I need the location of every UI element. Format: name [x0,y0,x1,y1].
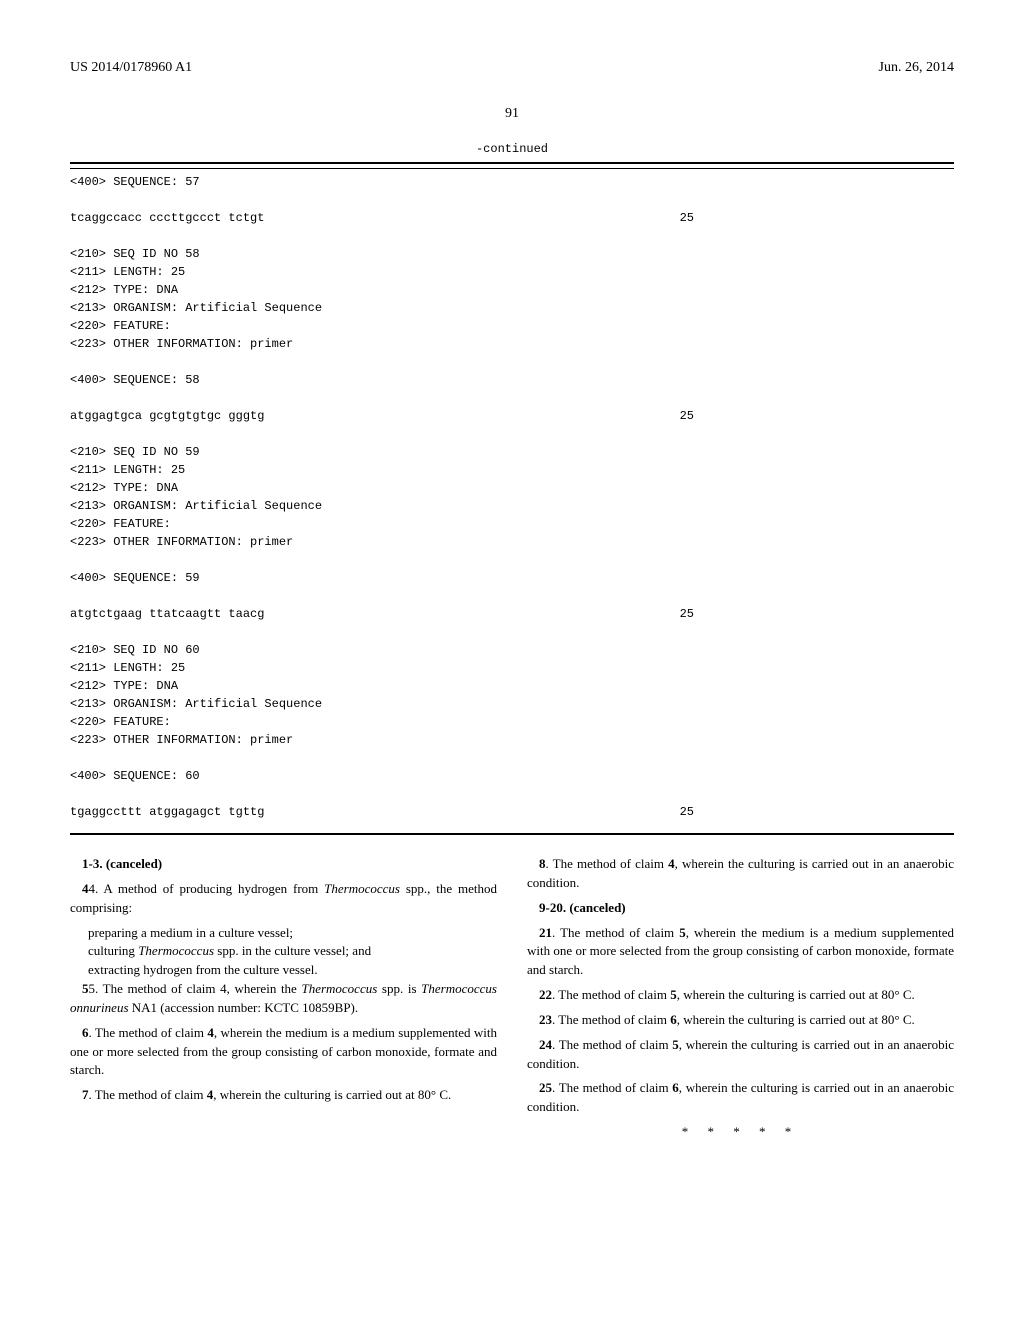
sequence-length: 25 [680,803,694,821]
sequence-meta: <210> SEQ ID NO 60 [70,641,954,659]
sequence-meta: <212> TYPE: DNA [70,677,954,695]
sequence-data-row: tcaggccacc cccttgccct tctgt 25 [70,209,954,227]
claim-number: 1-3. (canceled) [82,856,162,871]
claim-number: 24 [539,1037,552,1052]
claim-number: 7 [82,1087,89,1102]
claim-number: 23 [539,1012,552,1027]
sequence-meta: <211> LENGTH: 25 [70,263,954,281]
page-number: 91 [70,106,954,122]
claim: 1-3. (canceled) [70,855,497,874]
claim-text: The method of claim 6, wherein the cultu… [558,1012,914,1027]
sequence-meta: <210> SEQ ID NO 58 [70,245,954,263]
sequence-meta: <212> TYPE: DNA [70,479,954,497]
claims-section: 1-3. (canceled) 44. A method of producin… [70,855,954,1142]
claim-text: The method of claim 5, wherein the cultu… [558,987,914,1002]
claim-text: The method of claim 6, wherein the cultu… [527,1080,954,1114]
italic-text: Thermococcus [301,981,377,996]
claim: 25. The method of claim 6, wherein the c… [527,1079,954,1117]
sequence-data: atgtctgaag ttatcaagtt taacg [70,605,264,623]
sequence-data: atggagtgca gcgtgtgtgc gggtg [70,407,264,425]
claim-number: 22 [539,987,552,1002]
claim-sub: extracting hydrogen from the culture ves… [70,961,497,980]
sequence-header: <400> SEQUENCE: 59 [70,569,954,587]
claim: 22. The method of claim 5, wherein the c… [527,986,954,1005]
sequence-meta: <223> OTHER INFORMATION: primer [70,533,954,551]
claim-text: The method of claim 5, wherein the mediu… [527,925,954,978]
claim: 23. The method of claim 6, wherein the c… [527,1011,954,1030]
sequence-data-row: atgtctgaag ttatcaagtt taacg 25 [70,605,954,623]
sequence-block: <210> SEQ ID NO 58 <211> LENGTH: 25 <212… [70,245,954,425]
sequence-data: tcaggccacc cccttgccct tctgt [70,209,264,227]
claim-text: 4. A method of producing hydrogen from [89,881,325,896]
claim: 44. A method of producing hydrogen from … [70,880,497,918]
sequence-meta: <223> OTHER INFORMATION: primer [70,335,954,353]
sequence-meta: <210> SEQ ID NO 59 [70,443,954,461]
continued-label: -continued [70,142,954,156]
publication-number: US 2014/0178960 A1 [70,60,192,76]
claim-text: spp. is [377,981,421,996]
claim-number: 25 [539,1080,552,1095]
divider [70,168,954,169]
sequence-listing: <400> SEQUENCE: 57 tcaggccacc cccttgccct… [70,162,954,835]
sequence-meta: <220> FEATURE: [70,515,954,533]
sequence-length: 25 [680,407,694,425]
italic-text: Thermococcus [138,943,214,958]
sequence-data-row: atggagtgca gcgtgtgtgc gggtg 25 [70,407,954,425]
end-stars: * * * * * [527,1123,954,1142]
sequence-meta: <213> ORGANISM: Artificial Sequence [70,695,954,713]
sequence-header: <400> SEQUENCE: 58 [70,371,954,389]
page-header: US 2014/0178960 A1 Jun. 26, 2014 [70,60,954,76]
sequence-length: 25 [680,605,694,623]
sequence-length: 25 [680,209,694,227]
sequence-meta: <211> LENGTH: 25 [70,461,954,479]
publication-date: Jun. 26, 2014 [879,60,954,76]
claim: 6. The method of claim 4, wherein the me… [70,1024,497,1081]
claim: 7. The method of claim 4, wherein the cu… [70,1086,497,1105]
sequence-meta: <212> TYPE: DNA [70,281,954,299]
sequence-meta: <220> FEATURE: [70,317,954,335]
sequence-block: <210> SEQ ID NO 60 <211> LENGTH: 25 <212… [70,641,954,821]
claim-number: 8 [539,856,546,871]
claim: 8. The method of claim 4, wherein the cu… [527,855,954,893]
claim: 21. The method of claim 5, wherein the m… [527,924,954,981]
sequence-meta: <213> ORGANISM: Artificial Sequence [70,497,954,515]
claim-number: 21 [539,925,552,940]
claim-number: 9-20. (canceled) [539,900,626,915]
claim: 55. The method of claim 4, wherein the T… [70,980,497,1018]
sequence-meta: <223> OTHER INFORMATION: primer [70,731,954,749]
sequence-meta: <220> FEATURE: [70,713,954,731]
sequence-block: <400> SEQUENCE: 57 tcaggccacc cccttgccct… [70,173,954,227]
claim-text: NA1 (accession number: KCTC 10859BP). [129,1000,359,1015]
claim-text: culturing [88,943,138,958]
sequence-header: <400> SEQUENCE: 57 [70,173,954,191]
claim-text: The method of claim 4, wherein the mediu… [70,1025,497,1078]
italic-text: Thermococcus [324,881,400,896]
claim-number: 6 [82,1025,89,1040]
claim-text: The method of claim 5, wherein the cultu… [527,1037,954,1071]
claim-text: The method of claim 4, wherein the cultu… [527,856,954,890]
sequence-header: <400> SEQUENCE: 60 [70,767,954,785]
claim: 24. The method of claim 5, wherein the c… [527,1036,954,1074]
claim-text: The method of claim 4, wherein the cultu… [95,1087,451,1102]
claim-text: 5. The method of claim 4, wherein the [89,981,302,996]
sequence-data: tgaggccttt atggagagct tgttg [70,803,264,821]
sequence-meta: <211> LENGTH: 25 [70,659,954,677]
sequence-meta: <213> ORGANISM: Artificial Sequence [70,299,954,317]
sequence-data-row: tgaggccttt atggagagct tgttg 25 [70,803,954,821]
claim-text: spp. in the culture vessel; and [214,943,371,958]
claim-sub: culturing Thermococcus spp. in the cultu… [70,942,497,961]
sequence-block: <210> SEQ ID NO 59 <211> LENGTH: 25 <212… [70,443,954,623]
claim-sub: preparing a medium in a culture vessel; [70,924,497,943]
claim: 9-20. (canceled) [527,899,954,918]
